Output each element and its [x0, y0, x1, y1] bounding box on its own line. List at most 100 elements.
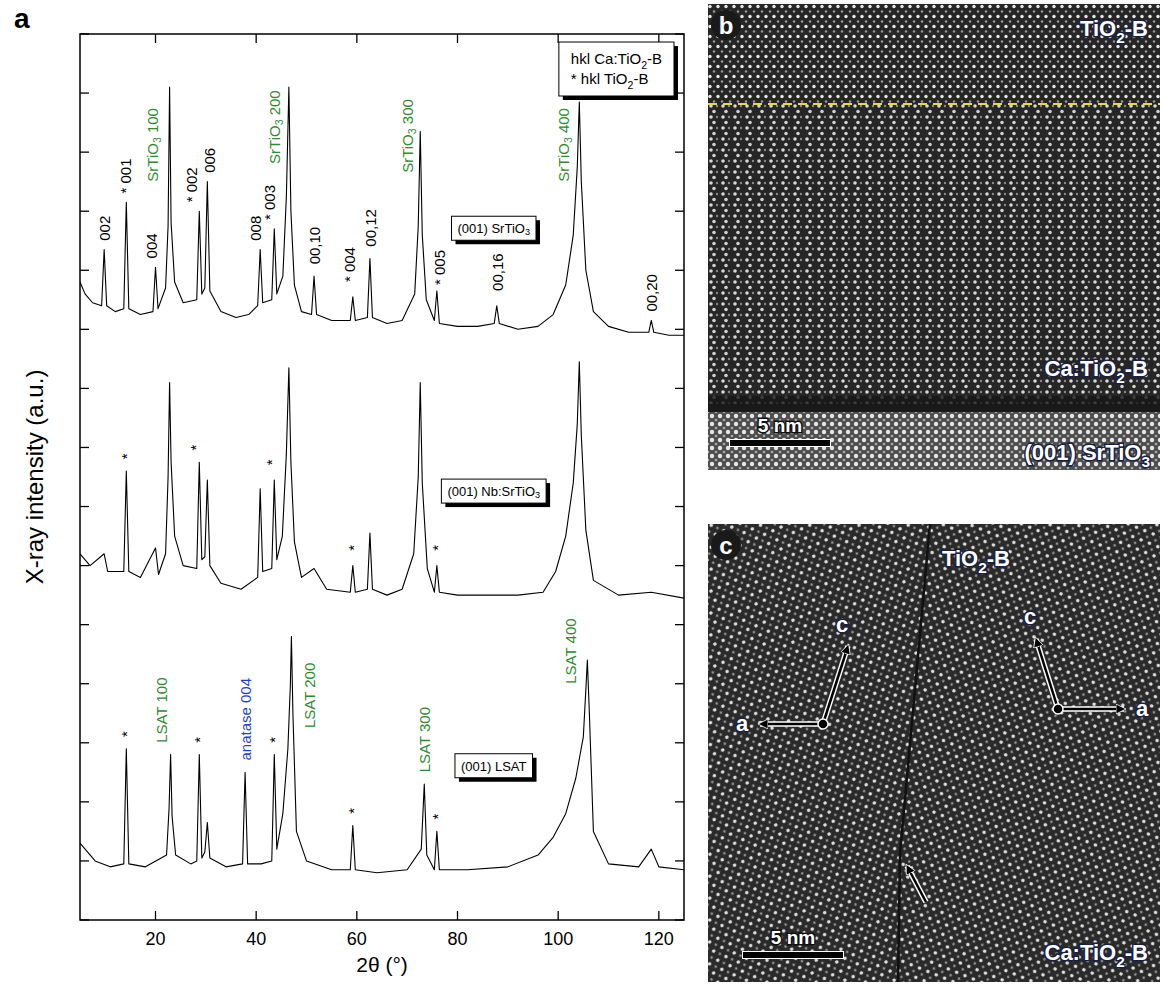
peak-label: * 002	[182, 167, 199, 202]
y-tick-right	[675, 565, 684, 566]
text-run: 100	[144, 108, 161, 137]
y-tick	[80, 860, 89, 861]
text-run: *	[186, 444, 203, 450]
text-run: *	[428, 545, 445, 551]
text-run: * 004	[341, 247, 358, 282]
text-run: *	[118, 453, 135, 459]
peak-label: * 005	[431, 250, 448, 285]
peak-label: *	[344, 545, 361, 551]
x-tick	[558, 911, 559, 920]
legend-box	[559, 42, 674, 96]
y-tick	[80, 624, 89, 625]
x-tick-top	[256, 34, 257, 43]
micrograph-label: (001) SrTiO3	[1024, 440, 1150, 470]
y-tick-right	[675, 270, 684, 271]
y-tick	[80, 801, 89, 802]
text-run: anatase 004	[237, 678, 254, 761]
x-tick-top	[457, 34, 458, 43]
peak-label: *	[191, 737, 208, 743]
text-run: * hkl TiO	[571, 70, 628, 87]
peak-label: *	[118, 453, 135, 459]
text-run: c	[836, 612, 848, 637]
micrograph-label: a	[736, 711, 749, 736]
text-run: 006	[200, 148, 217, 173]
x-tick-label: 60	[347, 929, 367, 949]
arrow	[760, 723, 823, 726]
peak-label: SrTiO3 200	[266, 90, 285, 164]
text-run: LSAT 200	[301, 663, 318, 728]
x-tick-top	[356, 34, 357, 43]
text-run: 004	[143, 233, 160, 258]
y-tick-right	[675, 624, 684, 625]
subscript: 2	[978, 559, 987, 576]
interface-line	[708, 103, 1160, 105]
text-run: -B	[1125, 356, 1148, 381]
series-label-box	[451, 216, 535, 240]
text-run: 00,20	[643, 274, 660, 312]
peak-label: 004	[143, 233, 160, 258]
series-label-box	[441, 479, 546, 503]
y-tick	[80, 33, 89, 34]
series-label: (001) LSAT	[455, 754, 537, 782]
text-run: 200	[266, 90, 283, 119]
y-tick	[80, 388, 89, 389]
y-tick-right	[675, 211, 684, 212]
x-tick	[457, 911, 458, 920]
arrow-halo	[1058, 706, 1124, 712]
y-tick	[80, 447, 89, 448]
substrate-region	[708, 412, 1160, 470]
series-label-box	[455, 754, 533, 778]
peak-label: 002	[96, 216, 113, 241]
text-run: *	[191, 737, 208, 743]
subscript: 2	[1116, 953, 1125, 970]
text-run: a	[736, 711, 749, 736]
micrograph-b: bTiO2-BCa:TiO2-B(001) SrTiO35 nm	[708, 4, 1160, 470]
text-run: SrTiO	[266, 125, 283, 164]
text-run: *	[344, 545, 361, 551]
series-group	[80, 87, 684, 873]
peak-label: 00,20	[643, 274, 660, 312]
arrow	[907, 866, 926, 902]
peak-label: anatase 004	[237, 678, 254, 761]
scale-bar-outline	[729, 439, 831, 447]
text-run: * 002	[182, 167, 199, 202]
peak-label: * 003	[261, 185, 278, 220]
peak-label: SrTiO3 400	[555, 108, 574, 182]
text-run: SrTiO	[399, 134, 416, 173]
peak-label: *	[118, 731, 135, 737]
series-name: (001) Nb:SrTiO3	[447, 484, 540, 500]
micrograph-c: cTiO2-BCa:TiO2-Bacac5 nm	[708, 524, 1160, 982]
text-run: c	[1024, 604, 1036, 629]
ca-tio2b-region	[708, 104, 1160, 404]
plot-frame	[80, 34, 684, 920]
text-run: *	[344, 808, 361, 814]
x-axis-title: 2θ (°)	[356, 953, 408, 976]
text-run: SrTiO	[555, 143, 572, 182]
substrate-ground	[708, 412, 1160, 470]
panel-letter: b	[719, 12, 734, 39]
peak-label: *	[344, 808, 361, 814]
text-run: -B	[1125, 940, 1148, 965]
panel-letter-patch	[711, 530, 741, 560]
peak-label: * 001	[117, 158, 134, 193]
text-run: LSAT 300	[416, 707, 433, 772]
x-tick-label: 120	[644, 929, 674, 949]
micrograph-label: a	[1136, 696, 1149, 721]
text-run: 00,10	[306, 227, 323, 265]
y-tick	[80, 151, 89, 152]
tio2b-region	[708, 4, 1160, 104]
text-run: 00,12	[361, 209, 378, 247]
peak-label: * 004	[341, 247, 358, 282]
y-tick-right	[675, 33, 684, 34]
y-tick-right	[675, 919, 684, 920]
text-run: 00,16	[488, 253, 505, 291]
text-run: (001) Nb:SrTiO	[447, 484, 535, 499]
arrow-halo	[823, 646, 848, 724]
scale-bar	[730, 440, 830, 446]
y-tick-right	[675, 683, 684, 684]
text-run: *	[266, 737, 283, 743]
y-tick	[80, 742, 89, 743]
text-run: (001) SrTiO	[1024, 440, 1141, 465]
legend-entry: * hkl TiO2-B	[571, 70, 649, 91]
text-run: hkl Ca:TiO	[571, 50, 641, 67]
